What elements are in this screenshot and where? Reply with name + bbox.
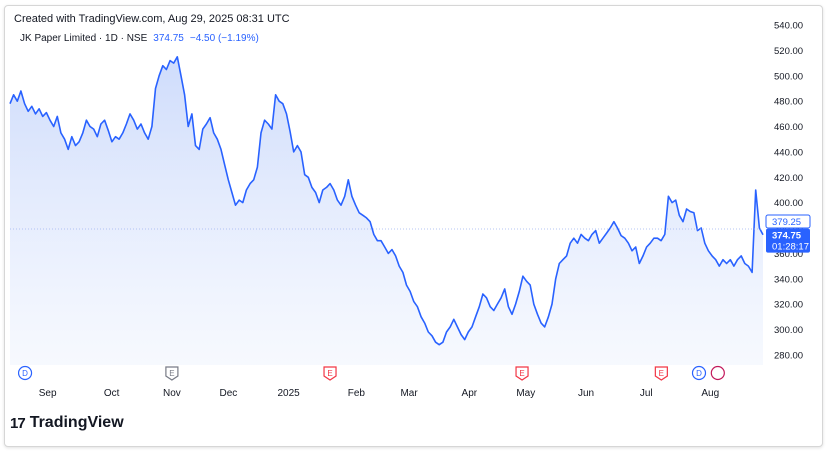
x-tick-label: May (516, 388, 535, 399)
y-tick-label: 460.00 (774, 122, 803, 133)
symbol-price: 374.75 (153, 33, 184, 44)
y-tick-label: 340.00 (774, 274, 803, 285)
y-tick-label: 540.00 (774, 21, 803, 32)
created-with-header: Created with TradingView.com, Aug 29, 20… (14, 13, 290, 25)
y-tick-label: 440.00 (774, 147, 803, 158)
x-tick-label: Sep (39, 388, 57, 399)
event-marker-letter: E (659, 369, 664, 378)
x-tick-label: Apr (462, 388, 478, 399)
dividend-marker[interactable] (691, 365, 707, 381)
x-tick-label: Jun (578, 388, 594, 399)
y-tick-label: 420.00 (774, 173, 803, 184)
y-tick-label: 500.00 (774, 71, 803, 82)
x-tick-label: Feb (348, 388, 366, 399)
earnings-marker[interactable] (323, 366, 337, 381)
x-tick-label: Oct (104, 388, 120, 399)
event-marker-letter: E (169, 369, 174, 378)
prev-close-label-box (765, 214, 811, 229)
price-series-line (9, 56, 764, 346)
y-tick-label: 320.00 (774, 300, 803, 311)
current-price-label: 374.75 (772, 231, 802, 242)
countdown-label: 01:28:17 (772, 242, 809, 253)
y-tick-label: 300.00 (774, 325, 803, 336)
x-tick-label: Jul (640, 388, 653, 399)
event-marker-letter: E (519, 369, 524, 378)
price-area-fill (10, 56, 763, 366)
event-marker-letter: E (327, 369, 332, 378)
earnings-marker[interactable] (654, 366, 668, 381)
x-tick-label: Aug (701, 388, 719, 399)
symbol-ticker: JK Paper Limited · 1D · NSE (20, 33, 148, 44)
brand-name: TradingView (29, 414, 124, 431)
y-tick-label: 480.00 (774, 97, 803, 108)
y-tick-label: 400.00 (774, 198, 803, 209)
event-marker[interactable] (165, 366, 179, 381)
tradingview-logo-icon: 17 (10, 414, 26, 432)
x-tick-label: Nov (163, 388, 181, 399)
tradingview-brand[interactable]: 17 TradingView (10, 414, 124, 432)
other-marker[interactable] (710, 365, 725, 381)
symbol-legend[interactable]: JK Paper Limited · 1D · NSE 374.75 −4.50… (20, 33, 259, 44)
event-marker-letter: D (22, 369, 28, 378)
x-tick-label: Mar (400, 388, 418, 399)
prev-close-label: 379.25 (772, 217, 801, 228)
symbol-change: −4.50 (−1.19%) (189, 33, 259, 44)
current-price-label-box (766, 228, 810, 253)
dividend-marker[interactable] (17, 365, 33, 381)
y-tick-label: 520.00 (774, 46, 803, 57)
x-tick-label: Dec (219, 388, 237, 399)
y-tick-label: 280.00 (774, 350, 803, 361)
event-marker-letter: D (696, 369, 702, 378)
earnings-marker[interactable] (515, 366, 529, 381)
y-tick-label: 360.00 (774, 249, 803, 260)
x-tick-label: 2025 (277, 388, 300, 399)
